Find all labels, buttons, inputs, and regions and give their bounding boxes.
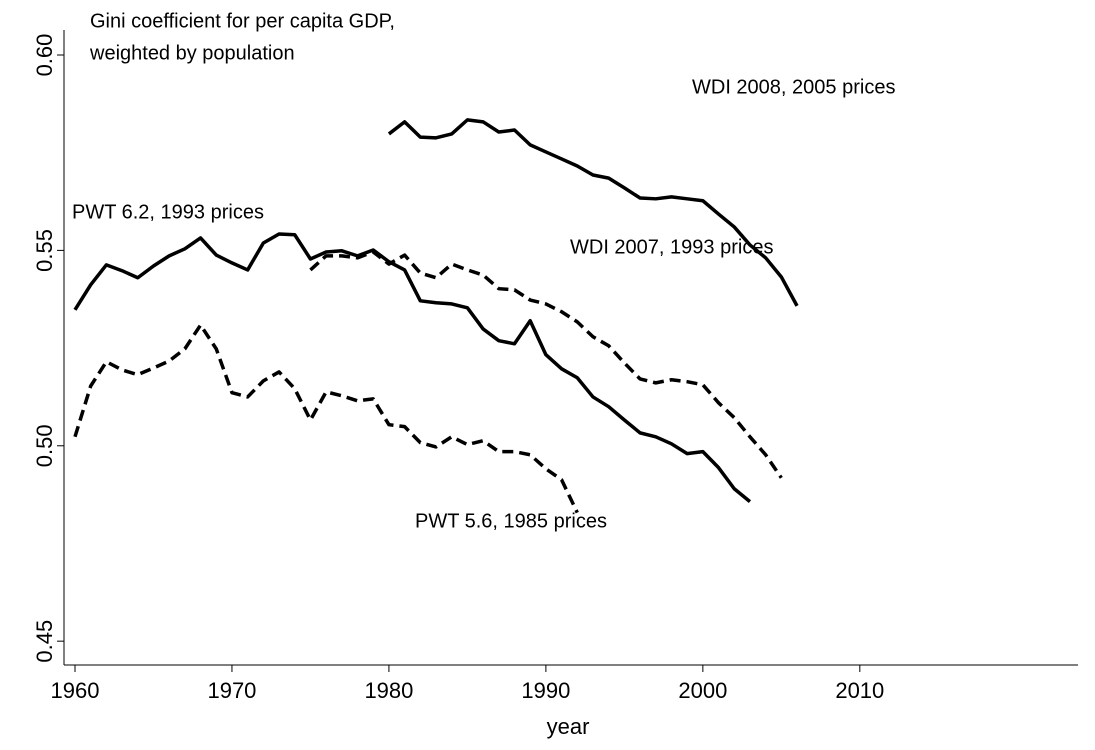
y-tick-label: 0.55 bbox=[32, 229, 57, 272]
y-tick-label: 0.50 bbox=[32, 424, 57, 467]
series-line bbox=[309, 250, 783, 479]
y-tick-label: 0.60 bbox=[32, 34, 57, 77]
x-tick-label: 1960 bbox=[51, 678, 100, 703]
series-line bbox=[73, 323, 579, 514]
x-tick-label: 2010 bbox=[835, 678, 884, 703]
series-label: PWT 5.6, 1985 prices bbox=[415, 510, 607, 532]
x-tick-label: 1990 bbox=[521, 678, 570, 703]
series-line bbox=[73, 232, 752, 504]
series-label: WDI 2008, 2005 prices bbox=[692, 76, 895, 98]
series-line bbox=[387, 118, 799, 307]
series-label: WDI 2007, 1993 prices bbox=[570, 236, 773, 258]
x-tick-label: 1980 bbox=[364, 678, 413, 703]
chart-title: Gini coefficient for per capita GDP, bbox=[90, 10, 395, 32]
chart-title: weighted by population bbox=[89, 42, 295, 64]
x-axis-label: year bbox=[547, 714, 590, 739]
y-tick-label: 0.45 bbox=[32, 620, 57, 663]
x-tick-label: 1970 bbox=[207, 678, 256, 703]
x-tick-label: 2000 bbox=[678, 678, 727, 703]
series-label: PWT 6.2, 1993 prices bbox=[72, 201, 264, 223]
